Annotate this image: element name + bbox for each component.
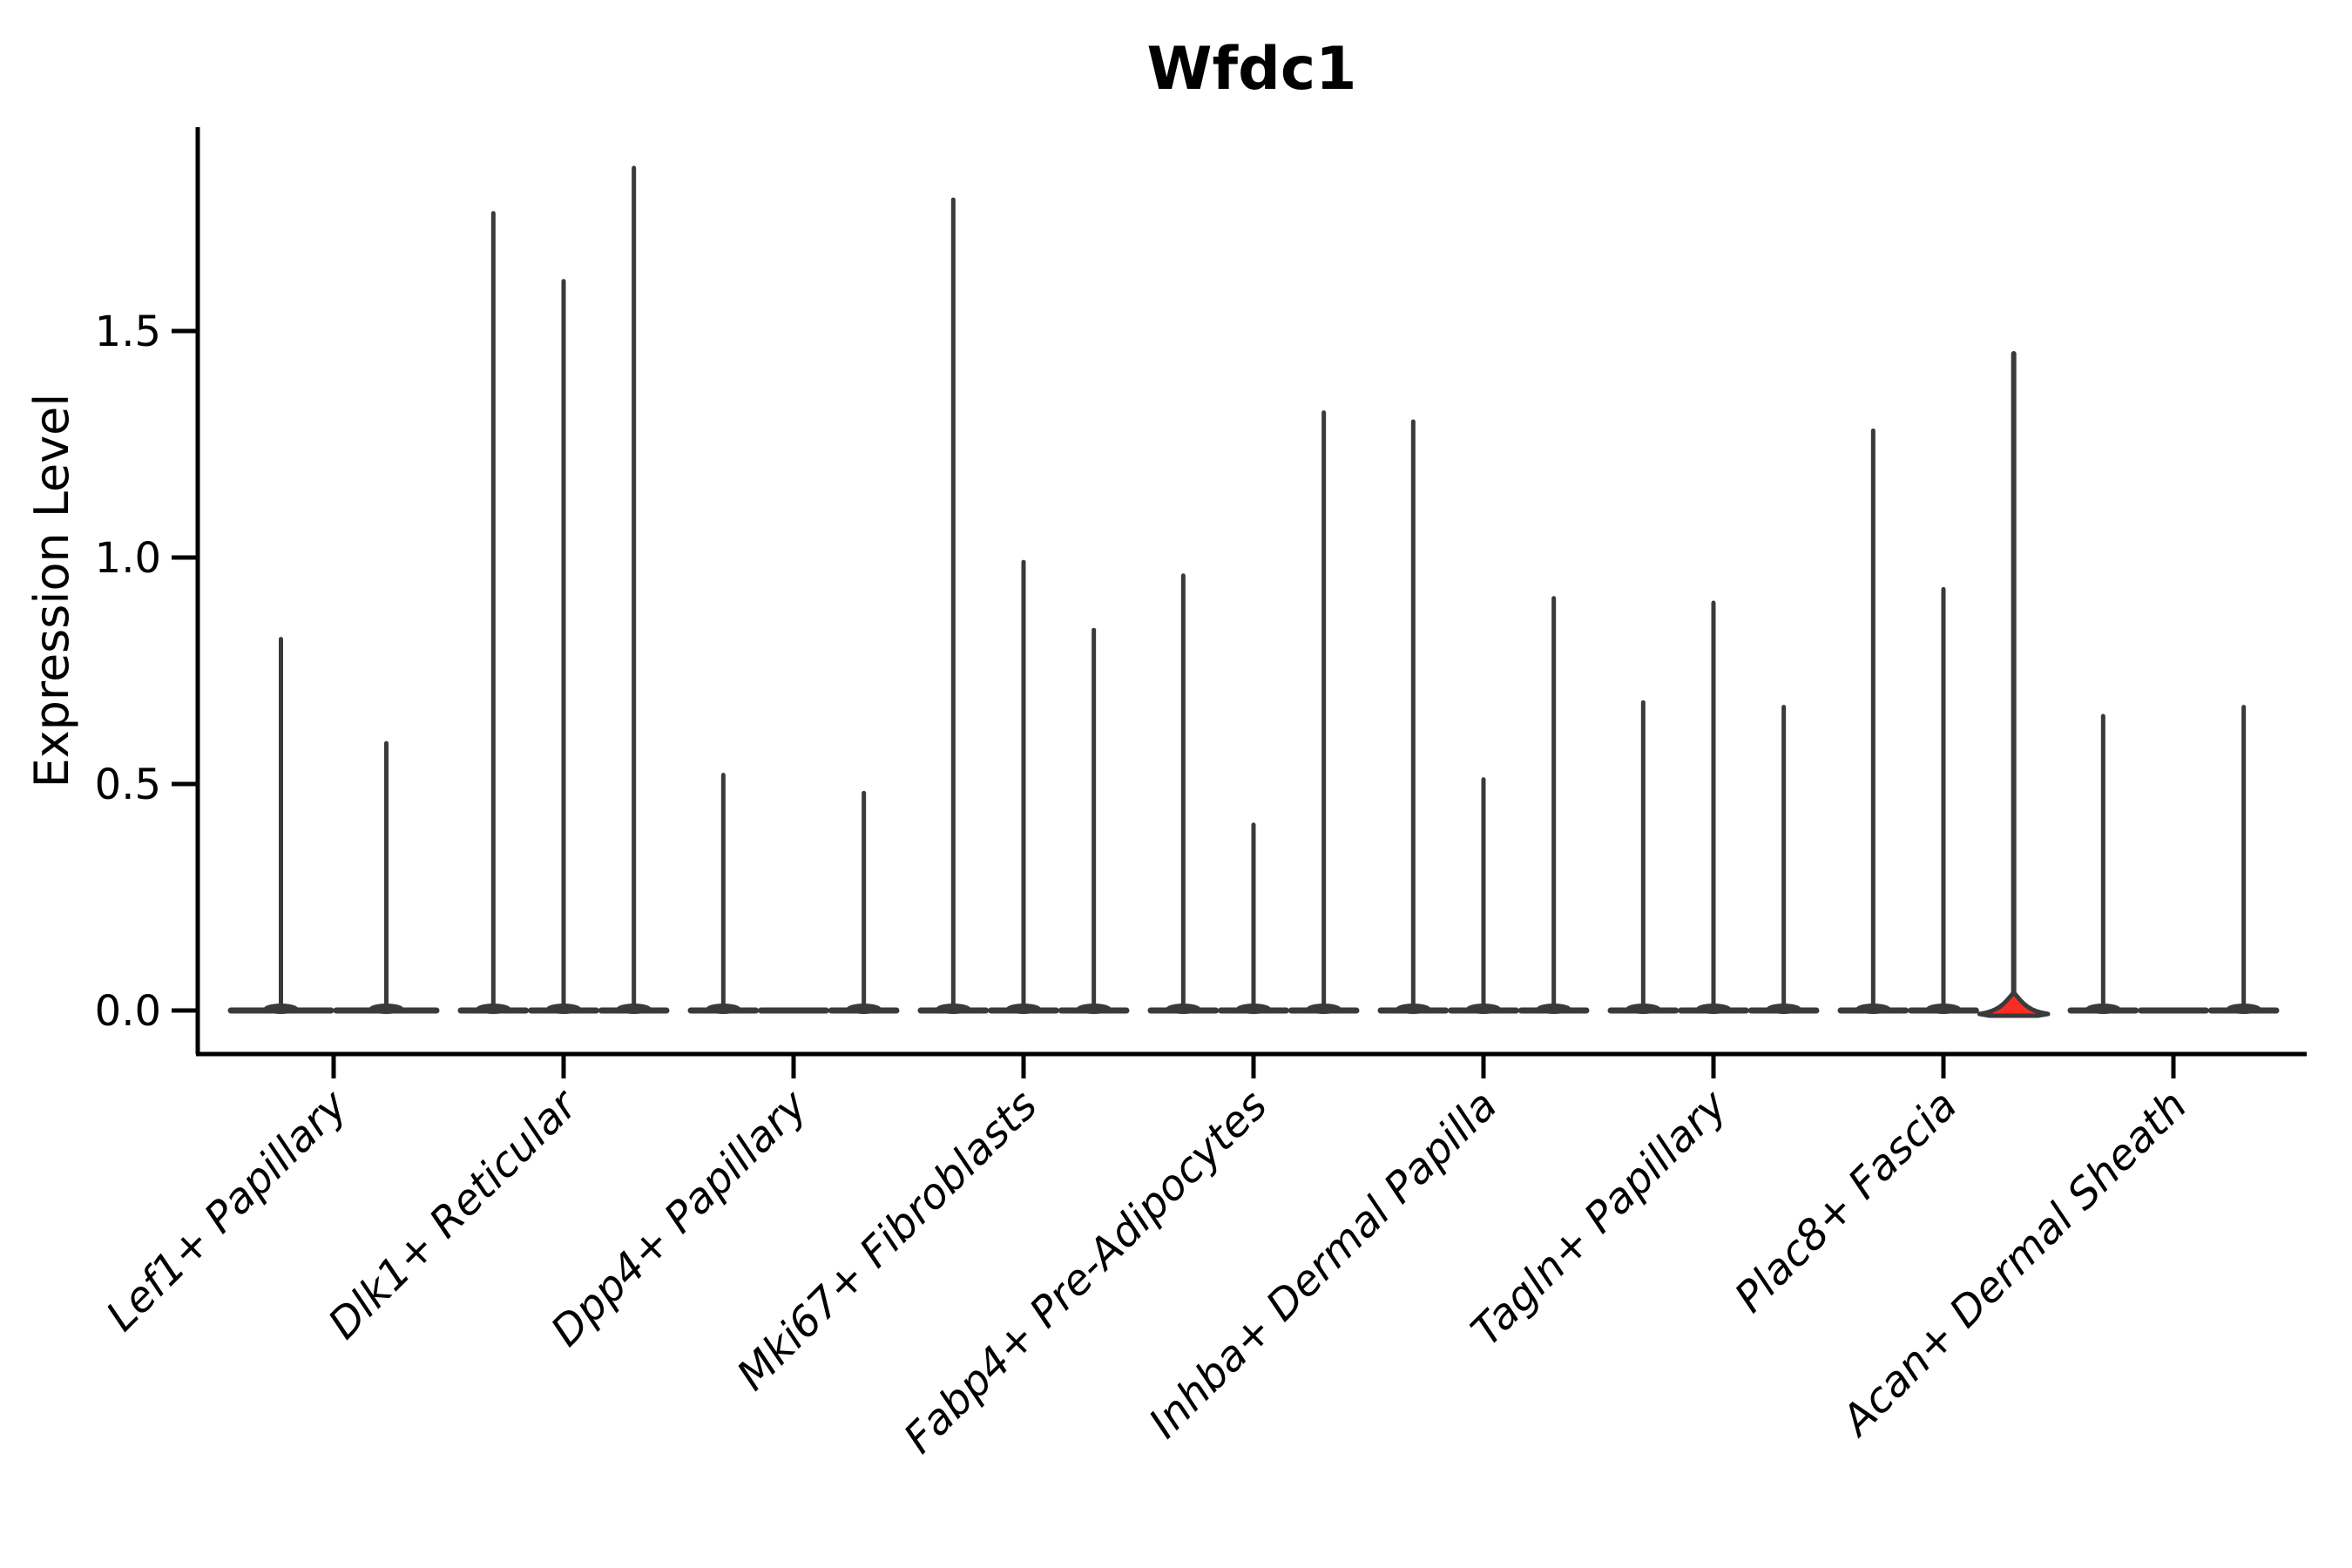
violin [528,279,599,1014]
x-tick-label-6: Tagln+ Papillary [1462,1080,1737,1355]
violin [1837,428,1909,1014]
violin [1517,596,1590,1014]
violin [988,559,1059,1014]
violin [457,211,530,1014]
axes-layer [172,127,2307,1078]
violin [1607,700,1680,1014]
violin [333,740,440,1014]
violin [1377,419,1450,1014]
violin [1678,600,1749,1014]
violin [598,166,670,1014]
x-tick-label-0: Lef1+ Papillary [97,1080,357,1341]
violin [1288,410,1360,1014]
chart-title: Wfdc1 [1147,35,1357,104]
violin [1747,705,1820,1014]
violin [687,773,760,1014]
violin [828,790,900,1014]
y-tick-label-1: 0.5 [95,760,161,809]
violin [227,637,335,1014]
y-tick-label-0: 0.0 [95,987,161,1036]
x-tick-label-4: Fabp4+ Pre-Adipocytes [895,1081,1277,1463]
x-tick-label-7: Plac8+ Fascia [1726,1081,1967,1322]
violin [2207,705,2280,1014]
y-axis-label: Expression Level [24,394,79,788]
violin [917,197,990,1014]
violin [1147,573,1220,1014]
x-tick-label-1: Dlk1+ Reticular [319,1079,589,1349]
violins-layer [227,166,2280,1018]
violin [1448,777,1519,1014]
violin [1218,822,1289,1014]
violin [1908,586,1979,1014]
y-tick-label-3: 1.5 [95,308,161,356]
x-tick-label-2: Dpp4+ Papillary [542,1080,817,1355]
violin [1977,351,2051,1018]
y-tick-label-2: 1.0 [95,534,161,583]
highlight-violin-body [1977,990,2051,1018]
violin [1058,627,1130,1014]
violin [2067,713,2139,1014]
